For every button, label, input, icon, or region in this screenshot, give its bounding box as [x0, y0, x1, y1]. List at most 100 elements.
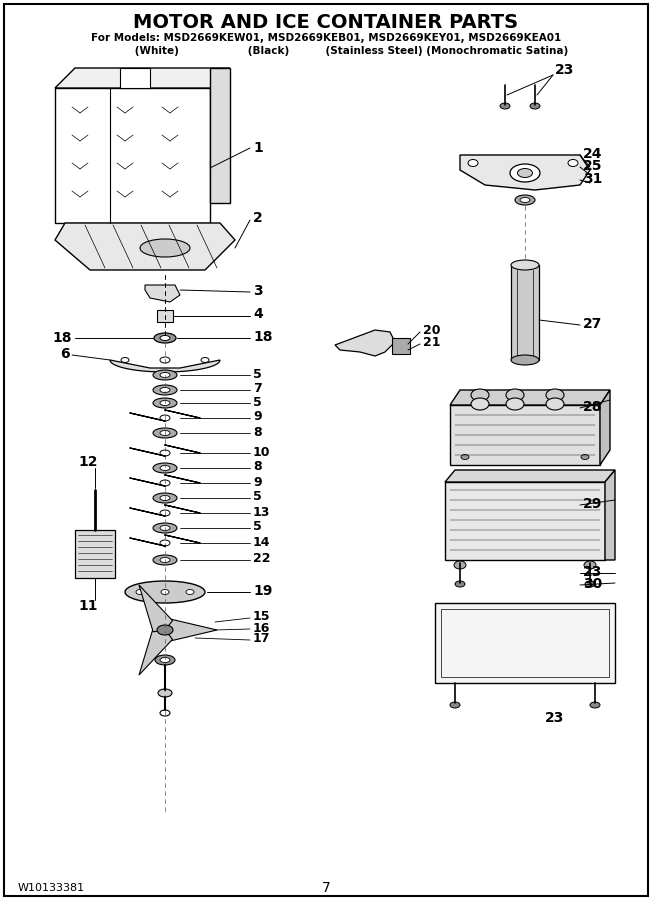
Polygon shape [55, 223, 235, 270]
Ellipse shape [160, 336, 170, 340]
Text: 14: 14 [253, 536, 271, 548]
Text: 7: 7 [321, 881, 331, 895]
Polygon shape [600, 390, 610, 465]
Text: W10133381: W10133381 [18, 883, 85, 893]
Bar [445, 482, 605, 560]
Text: 31: 31 [583, 172, 602, 186]
Ellipse shape [160, 480, 170, 486]
Ellipse shape [511, 260, 539, 270]
Ellipse shape [153, 428, 177, 438]
Text: 17: 17 [253, 633, 271, 645]
Text: 2: 2 [253, 211, 263, 225]
Ellipse shape [160, 357, 170, 363]
Polygon shape [110, 360, 220, 372]
Polygon shape [55, 68, 230, 88]
Text: 5: 5 [253, 395, 261, 409]
Ellipse shape [186, 590, 194, 595]
Bar [511, 265, 539, 360]
Ellipse shape [160, 510, 170, 516]
Ellipse shape [136, 590, 144, 595]
Ellipse shape [153, 523, 177, 533]
Text: 23: 23 [583, 565, 602, 579]
Text: 24: 24 [583, 147, 602, 161]
Text: 23: 23 [545, 711, 565, 725]
Text: 7: 7 [253, 382, 261, 395]
Ellipse shape [160, 373, 170, 377]
Ellipse shape [153, 385, 177, 395]
Text: 8: 8 [253, 461, 261, 473]
Polygon shape [139, 585, 173, 632]
Ellipse shape [154, 333, 176, 343]
Polygon shape [605, 470, 615, 560]
Text: (White)                   (Black)          (Stainless Steel) (Monochromatic Sati: (White) (Black) (Stainless Steel) (Monoc… [84, 46, 568, 56]
Text: 18: 18 [253, 330, 273, 344]
Text: 9: 9 [253, 410, 261, 424]
Bar [55, 88, 210, 223]
Text: 8: 8 [253, 426, 261, 438]
Ellipse shape [158, 689, 172, 697]
Ellipse shape [153, 463, 177, 473]
Text: 27: 27 [583, 317, 602, 331]
Ellipse shape [160, 450, 170, 456]
Polygon shape [139, 628, 173, 675]
Ellipse shape [160, 526, 170, 530]
Ellipse shape [160, 415, 170, 421]
Bar [392, 338, 410, 354]
Ellipse shape [515, 195, 535, 205]
Ellipse shape [506, 398, 524, 410]
Text: 10: 10 [253, 446, 271, 458]
Text: 18: 18 [53, 331, 72, 345]
Ellipse shape [450, 702, 460, 708]
Polygon shape [210, 68, 230, 203]
Ellipse shape [581, 454, 589, 460]
Polygon shape [145, 285, 180, 302]
Bar [441, 609, 609, 677]
Polygon shape [157, 310, 173, 322]
Ellipse shape [160, 388, 170, 392]
Ellipse shape [121, 357, 129, 363]
Text: 5: 5 [253, 520, 261, 534]
Ellipse shape [140, 239, 190, 257]
Ellipse shape [546, 398, 564, 410]
Ellipse shape [160, 710, 170, 716]
Bar [450, 405, 600, 465]
Ellipse shape [161, 590, 169, 595]
Ellipse shape [500, 103, 510, 109]
Ellipse shape [511, 355, 539, 365]
Ellipse shape [471, 398, 489, 410]
Text: 28: 28 [583, 400, 602, 414]
Ellipse shape [160, 430, 170, 436]
Text: 5: 5 [253, 367, 261, 381]
Ellipse shape [468, 159, 478, 166]
Text: MOTOR AND ICE CONTAINER PARTS: MOTOR AND ICE CONTAINER PARTS [134, 13, 518, 32]
Text: 22: 22 [253, 553, 271, 565]
Text: 16: 16 [253, 622, 271, 634]
Ellipse shape [584, 561, 596, 569]
Ellipse shape [160, 540, 170, 546]
Text: 21: 21 [423, 337, 441, 349]
Bar [435, 603, 615, 683]
Ellipse shape [160, 658, 170, 662]
Ellipse shape [153, 555, 177, 565]
Polygon shape [460, 155, 590, 190]
Text: 30: 30 [583, 577, 602, 591]
Ellipse shape [506, 389, 524, 401]
Ellipse shape [454, 561, 466, 569]
Polygon shape [445, 470, 615, 482]
Ellipse shape [125, 581, 205, 603]
Ellipse shape [520, 197, 530, 202]
Ellipse shape [471, 389, 489, 401]
Polygon shape [335, 330, 395, 356]
Text: 23: 23 [555, 63, 574, 77]
Ellipse shape [568, 159, 578, 166]
Text: 3: 3 [253, 284, 263, 298]
Text: 6: 6 [61, 347, 70, 361]
Ellipse shape [546, 389, 564, 401]
Ellipse shape [157, 625, 173, 635]
Text: 9: 9 [253, 475, 261, 489]
Ellipse shape [590, 702, 600, 708]
Ellipse shape [455, 581, 465, 587]
Ellipse shape [461, 454, 469, 460]
Text: 19: 19 [253, 584, 273, 598]
Text: 29: 29 [583, 497, 602, 511]
